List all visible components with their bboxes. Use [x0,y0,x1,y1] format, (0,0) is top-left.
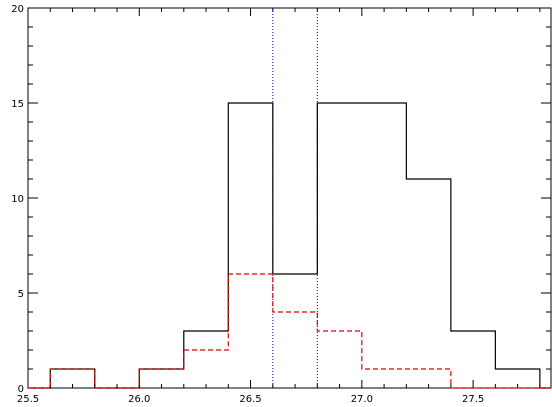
x-tick-label: 25.5 [17,394,39,405]
x-tick-label: 26.5 [239,394,261,405]
histogram-series [28,102,551,389]
histogram-solid-series [28,102,551,389]
x-tick-label: 26.0 [128,394,150,405]
axis-ticks [27,7,551,389]
y-tick-label: 0 [18,384,24,395]
vertical-lines [272,8,318,388]
histogram-dashed-series [28,273,551,389]
x-tick-label: 27.0 [351,394,373,405]
x-tick-label: 27.5 [462,394,484,405]
y-tick-label: 5 [18,289,24,300]
y-tick-label: 20 [11,4,24,15]
tick-labels: 25.5 26.0 26.5 27.0 27.5 0 5 10 15 20 [11,4,484,405]
y-tick-label: 15 [11,99,24,110]
y-tick-label: 10 [11,194,24,205]
